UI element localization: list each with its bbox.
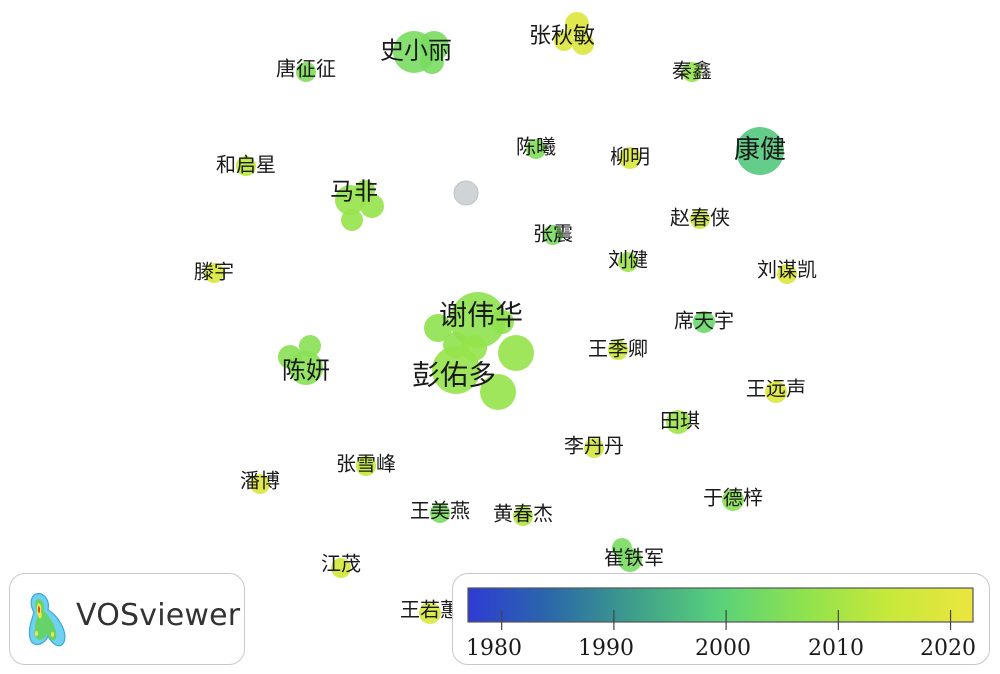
node-label[interactable]: 陈曦 — [516, 135, 556, 159]
node-bubble[interactable] — [554, 31, 574, 51]
node-bubble[interactable] — [331, 558, 351, 578]
node-label[interactable]: 田琪 — [660, 409, 700, 433]
node-label[interactable]: 康健 — [734, 135, 786, 165]
node-bubble[interactable] — [608, 340, 628, 360]
node-bubble[interactable] — [450, 292, 506, 348]
year-color-legend: 1980 1990 2000 2010 2020 — [452, 573, 990, 665]
node-bubble[interactable] — [736, 127, 784, 175]
node-bubble[interactable] — [420, 50, 444, 74]
node-bubble[interactable] — [565, 12, 589, 36]
node-bubble[interactable] — [526, 139, 546, 159]
vosviewer-logo: VOSviewer — [9, 573, 245, 665]
node-bubble[interactable] — [341, 209, 363, 231]
node-bubble[interactable] — [461, 335, 487, 361]
node-label[interactable]: 于德梓 — [703, 486, 763, 510]
node-label[interactable]: 江茂 — [321, 552, 361, 576]
node-bubble[interactable] — [299, 335, 321, 357]
node-bubble[interactable] — [612, 538, 632, 558]
node-bubble[interactable] — [430, 503, 450, 523]
node-label[interactable]: 黄春杰 — [493, 502, 553, 526]
tick-label-1990: 1990 — [578, 636, 634, 661]
node-bubble[interactable] — [296, 62, 316, 82]
node-bubble[interactable] — [453, 180, 479, 206]
node-bubble[interactable] — [765, 381, 787, 403]
node-label[interactable]: 和启星 — [216, 153, 276, 177]
node-label[interactable]: 李丹丹 — [564, 434, 624, 458]
node-bubble[interactable] — [543, 225, 563, 245]
node-label[interactable]: 马非 — [330, 178, 378, 206]
node-bubble[interactable] — [490, 310, 514, 334]
node-bubble[interactable] — [278, 345, 302, 369]
node-bubble[interactable] — [722, 489, 744, 511]
node-label[interactable]: 柳明 — [610, 145, 650, 169]
tick-label-2020: 2020 — [920, 636, 976, 661]
colorbar-gradient — [467, 587, 974, 623]
node-bubble[interactable] — [682, 62, 702, 82]
node-label[interactable]: 张雪峰 — [336, 452, 396, 476]
node-bubble[interactable] — [513, 506, 533, 526]
node-bubble[interactable] — [204, 263, 224, 283]
node-bubble[interactable] — [619, 147, 641, 169]
node-label[interactable]: 王远声 — [746, 377, 806, 401]
node-label[interactable]: 席天宇 — [674, 309, 734, 333]
node-label[interactable]: 王季卿 — [588, 337, 648, 361]
node-label[interactable]: 王若蕙 — [400, 598, 460, 622]
node-bubble[interactable] — [693, 311, 715, 333]
node-label[interactable]: 张秋敏 — [529, 24, 595, 49]
node-label[interactable]: 秦鑫 — [672, 59, 712, 83]
node-bubble[interactable] — [355, 180, 375, 200]
node-label[interactable]: 张震 — [533, 222, 573, 246]
node-label[interactable]: 刘谋凯 — [757, 258, 817, 282]
node-label[interactable]: 陈妍 — [282, 357, 330, 385]
tick-label-2000: 2000 — [695, 636, 751, 661]
vosviewer-wordmark: VOSviewer — [76, 598, 241, 633]
node-label[interactable]: 谢伟华 — [439, 299, 523, 332]
node-label[interactable]: 王美燕 — [410, 499, 470, 523]
node-label[interactable]: 唐征征 — [276, 57, 336, 81]
node-bubble[interactable] — [777, 264, 797, 284]
node-bubble[interactable] — [419, 602, 441, 624]
node-bubble[interactable] — [666, 410, 690, 434]
node-label[interactable]: 刘健 — [608, 248, 648, 272]
node-label[interactable]: 潘博 — [240, 469, 280, 493]
tick-label-2010: 2010 — [808, 636, 864, 661]
node-bubble[interactable] — [236, 156, 256, 176]
node-bubble[interactable] — [498, 335, 534, 371]
colorbar — [467, 587, 974, 630]
node-bubble[interactable] — [690, 209, 710, 229]
node-label[interactable]: 崔铁军 — [604, 546, 664, 570]
node-bubble[interactable] — [250, 474, 270, 494]
node-label[interactable]: 赵春侠 — [670, 206, 730, 230]
node-bubble[interactable] — [584, 438, 604, 458]
tick-label-1980: 1980 — [466, 636, 522, 661]
node-bubble[interactable] — [572, 33, 594, 55]
vosviewer-density-icon — [28, 593, 66, 647]
node-label[interactable]: 史小丽 — [380, 37, 452, 65]
node-label[interactable]: 滕宇 — [194, 260, 234, 284]
node-bubble[interactable] — [480, 374, 516, 410]
node-bubble[interactable] — [424, 314, 452, 342]
node-bubble[interactable] — [360, 194, 384, 218]
node-bubble[interactable] — [618, 252, 638, 272]
node-bubble[interactable] — [356, 456, 376, 476]
node-label[interactable]: 彭佑多 — [412, 359, 496, 392]
